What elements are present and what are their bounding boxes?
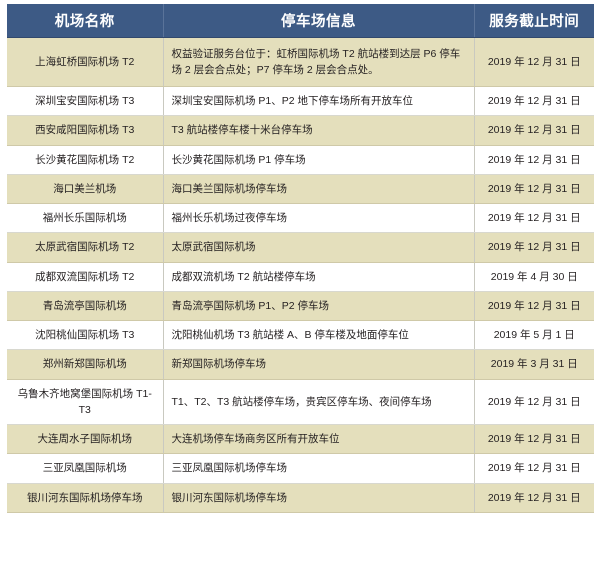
cell-service-deadline: 2019 年 4 月 30 日 [474,262,594,292]
cell-airport-name: 上海虹桥国际机场 T2 [7,37,164,88]
cell-service-deadline: 2019 年 3 月 31 日 [474,349,594,380]
table-row[interactable]: 西安咸阳国际机场 T3 T3 航站楼停车楼十米台停车场 2019 年 12 月 31… [7,115,594,146]
table-row[interactable]: 成都双流国际机场 T2 成都双流机场 T2 航站楼停车场 2019 年 4 月 30… [7,262,594,292]
cell-airport-name: 大连周水子国际机场 [7,424,164,455]
cell-parking-info: 沈阳桃仙机场 T3 航站楼 A、B 停车楼及地面停车位 [163,320,475,351]
cell-service-deadline: 2019 年 12 月 31 日 [474,291,594,322]
table-row[interactable]: 海口美兰机场 海口美兰国际机场停车场 2019 年 12 月 31 日 [7,174,594,205]
cell-service-deadline: 2019 年 12 月 31 日 [474,174,594,205]
cell-airport-name: 长沙黄花国际机场 T2 [7,145,164,175]
table-row[interactable]: 大连周水子国际机场 大连机场停车场商务区所有开放车位 2019 年 12 月 31 … [7,424,594,455]
table-row[interactable]: 太原武宿国际机场 T2 太原武宿国际机场 2019 年 12 月 31 日 [7,232,594,263]
cell-service-deadline: 2019 年 12 月 31 日 [474,86,594,117]
cell-airport-name: 银川河东国际机场停车场 [7,483,164,514]
table-header: 机场名称 停车场信息 服务截止时间 [7,4,594,38]
cell-airport-name: 三亚凤凰国际机场 [7,453,164,484]
table-row[interactable]: 深圳宝安国际机场 T3 深圳宝安国际机场 P1、P2 地下停车场所有开放车位 201… [7,86,594,117]
cell-parking-info: T3 航站楼停车楼十米台停车场 [163,115,475,146]
airport-parking-table: 机场名称 停车场信息 服务截止时间 上海虹桥国际机场 T2 权益验证服务台位于：虹… [7,4,594,514]
table-row[interactable]: 乌鲁木齐地窝堡国际机场 T1-T3 T1、T2、T3 航站楼停车场，贵宾区停车场、… [7,379,594,426]
table-row[interactable]: 福州长乐国际机场 福州长乐机场过夜停车场 2019 年 12 月 31 日 [7,203,594,234]
cell-parking-info: 福州长乐机场过夜停车场 [163,203,475,234]
airport-parking-table-container: 机场名称 停车场信息 服务截止时间 上海虹桥国际机场 T2 权益验证服务台位于：虹… [7,4,594,514]
cell-parking-info: 太原武宿国际机场 [163,232,475,263]
table-row[interactable]: 上海虹桥国际机场 T2 权益验证服务台位于：虹桥国际机场 T2 航站楼到达层 P6… [7,37,594,88]
cell-airport-name: 郑州新郑国际机场 [7,349,164,380]
cell-service-deadline: 2019 年 12 月 31 日 [474,203,594,234]
table-row[interactable]: 银川河东国际机场停车场 银川河东国际机场停车场 2019 年 12 月 31 日 [7,483,594,514]
cell-service-deadline: 2019 年 12 月 31 日 [474,453,594,484]
table-row[interactable]: 郑州新郑国际机场 新郑国际机场停车场 2019 年 3 月 31 日 [7,349,594,380]
cell-service-deadline: 2019 年 12 月 31 日 [474,37,594,88]
table-row[interactable]: 长沙黄花国际机场 T2 长沙黄花国际机场 P1 停车场 2019 年 12 月 31… [7,145,594,175]
table-header-row: 机场名称 停车场信息 服务截止时间 [7,4,594,38]
cell-service-deadline: 2019 年 12 月 31 日 [474,483,594,514]
cell-airport-name: 成都双流国际机场 T2 [7,262,164,292]
cell-parking-info: T1、T2、T3 航站楼停车场，贵宾区停车场、夜间停车场 [163,379,475,426]
cell-airport-name: 西安咸阳国际机场 T3 [7,115,164,146]
cell-parking-info: 长沙黄花国际机场 P1 停车场 [163,145,475,175]
cell-parking-info: 三亚凤凰国际机场停车场 [163,453,475,484]
column-header-airport-name[interactable]: 机场名称 [7,4,164,38]
cell-service-deadline: 2019 年 5 月 1 日 [474,320,594,351]
table-row[interactable]: 三亚凤凰国际机场 三亚凤凰国际机场停车场 2019 年 12 月 31 日 [7,453,594,484]
table-row[interactable]: 青岛流亭国际机场 青岛流亭国际机场 P1、P2 停车场 2019 年 12 月 31… [7,291,594,322]
cell-service-deadline: 2019 年 12 月 31 日 [474,115,594,146]
cell-airport-name: 青岛流亭国际机场 [7,291,164,322]
cell-airport-name: 太原武宿国际机场 T2 [7,232,164,263]
cell-airport-name: 深圳宝安国际机场 T3 [7,86,164,117]
cell-service-deadline: 2019 年 12 月 31 日 [474,232,594,263]
cell-airport-name: 乌鲁木齐地窝堡国际机场 T1-T3 [7,379,164,426]
cell-parking-info: 成都双流机场 T2 航站楼停车场 [163,262,475,292]
cell-parking-info: 银川河东国际机场停车场 [163,483,475,514]
cell-parking-info: 深圳宝安国际机场 P1、P2 地下停车场所有开放车位 [163,86,475,117]
cell-parking-info: 海口美兰国际机场停车场 [163,174,475,205]
cell-parking-info: 大连机场停车场商务区所有开放车位 [163,424,475,455]
cell-airport-name: 福州长乐国际机场 [7,203,164,234]
cell-parking-info: 权益验证服务台位于：虹桥国际机场 T2 航站楼到达层 P6 停车场 2 层会合点… [163,37,475,88]
cell-service-deadline: 2019 年 12 月 31 日 [474,145,594,175]
table-row[interactable]: 沈阳桃仙国际机场 T3 沈阳桃仙机场 T3 航站楼 A、B 停车楼及地面停车位 20… [7,320,594,351]
column-header-parking-info[interactable]: 停车场信息 [163,4,475,38]
cell-service-deadline: 2019 年 12 月 31 日 [474,379,594,426]
cell-parking-info: 青岛流亭国际机场 P1、P2 停车场 [163,291,475,322]
cell-service-deadline: 2019 年 12 月 31 日 [474,424,594,455]
cell-airport-name: 海口美兰机场 [7,174,164,205]
table-body: 上海虹桥国际机场 T2 权益验证服务台位于：虹桥国际机场 T2 航站楼到达层 P6… [7,37,594,514]
cell-airport-name: 沈阳桃仙国际机场 T3 [7,320,164,351]
column-header-service-deadline[interactable]: 服务截止时间 [474,4,594,38]
cell-parking-info: 新郑国际机场停车场 [163,349,475,380]
